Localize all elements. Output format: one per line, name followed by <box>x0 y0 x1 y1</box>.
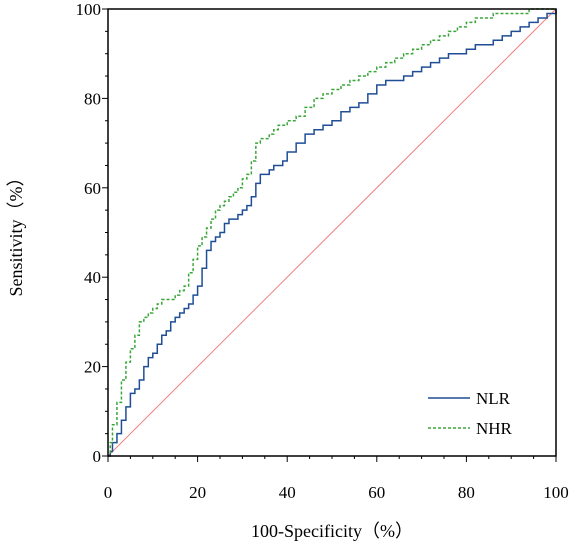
x-tick-label: 80 <box>458 483 475 502</box>
y-tick-label: 60 <box>84 179 101 198</box>
x-tick-label: 100 <box>543 483 569 502</box>
legend-label-nhr: NHR <box>476 419 513 438</box>
x-tick-label: 60 <box>368 483 385 502</box>
y-axis-title: Sensitivity（%） <box>6 168 26 296</box>
series-line-nhr <box>108 8 556 457</box>
y-tick-label: 40 <box>84 268 101 287</box>
legend-label-nlr: NLR <box>476 389 511 408</box>
x-tick-label: 40 <box>279 483 296 502</box>
y-tick-label: 20 <box>84 358 101 377</box>
y-tick-label: 80 <box>84 89 101 108</box>
axis-ticks: 00 20 20 40 40 60 60 80 80 100 100 <box>76 0 569 502</box>
y-tick-label: 0 <box>93 447 102 466</box>
x-axis-title: 100-Specificity（%） <box>251 521 413 541</box>
x-tick-label: 0 <box>104 483 113 502</box>
legend: NLR NHR <box>428 389 513 438</box>
x-tick-label: 20 <box>189 483 206 502</box>
y-tick-label: 100 <box>76 0 102 19</box>
series-line-nlr <box>108 9 557 457</box>
reference-diagonal-line <box>107 8 557 457</box>
